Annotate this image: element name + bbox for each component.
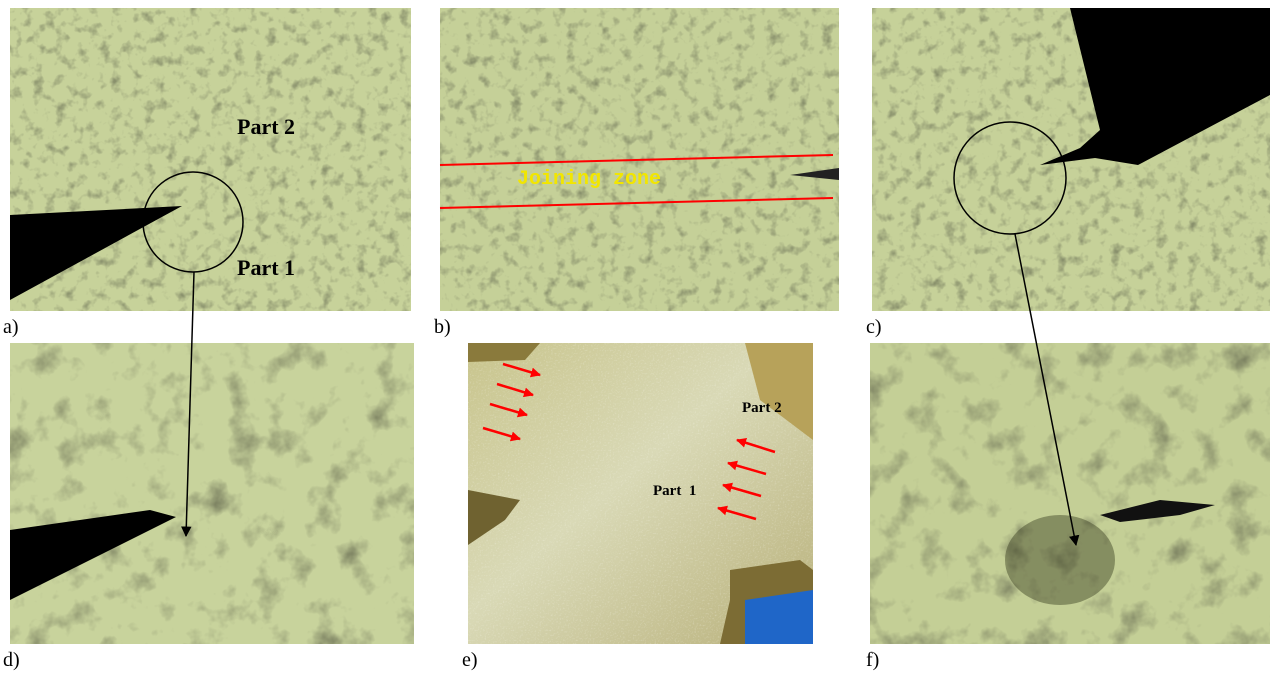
part-label: Part 2	[237, 114, 295, 139]
panel-e: Part 2 Part 1 e)	[462, 343, 813, 671]
panel-label: a)	[3, 316, 19, 338]
panel-d: d)	[3, 343, 414, 671]
texture	[870, 343, 1270, 644]
panel-label: b)	[434, 316, 451, 338]
panel-a: Part 2 Part 1 a)	[3, 8, 411, 338]
panel-f: f)	[866, 343, 1270, 671]
boundary-line	[439, 154, 834, 166]
circle	[142, 171, 244, 273]
zoom-arrow	[181, 271, 195, 538]
boundary-line	[439, 197, 834, 209]
arrow	[736, 437, 776, 454]
crack-tip	[10, 206, 182, 300]
part-label: Part 2	[742, 400, 782, 416]
part-label: Part 1	[653, 483, 696, 499]
texture	[10, 343, 414, 644]
panel-b: Joining zone b)	[434, 8, 839, 338]
arrow	[502, 362, 541, 378]
panel-c: c)	[866, 8, 1270, 338]
arrow	[722, 482, 762, 498]
part-label: Part 1	[237, 255, 295, 280]
arrow	[727, 460, 767, 476]
shadow	[468, 490, 520, 545]
zone-label: Joining zone	[517, 168, 661, 191]
shadow	[468, 343, 540, 362]
crack	[1100, 500, 1215, 522]
arrow	[489, 402, 528, 418]
shadow	[745, 343, 813, 440]
panel-label: e)	[462, 649, 478, 671]
zoom-arrow	[1014, 233, 1080, 547]
panel-label: f)	[866, 649, 879, 671]
arrow	[482, 426, 521, 442]
crack-tip	[10, 510, 176, 600]
circle	[953, 121, 1067, 235]
shadow	[468, 560, 813, 644]
panel-label: d)	[3, 649, 20, 671]
panel-label: c)	[866, 316, 882, 338]
dark-region	[1005, 515, 1115, 605]
notch	[1040, 8, 1270, 165]
arrow	[496, 382, 534, 398]
blue-holder	[745, 590, 813, 644]
crack	[790, 168, 839, 180]
arrow	[717, 505, 757, 521]
arrows	[482, 362, 776, 521]
